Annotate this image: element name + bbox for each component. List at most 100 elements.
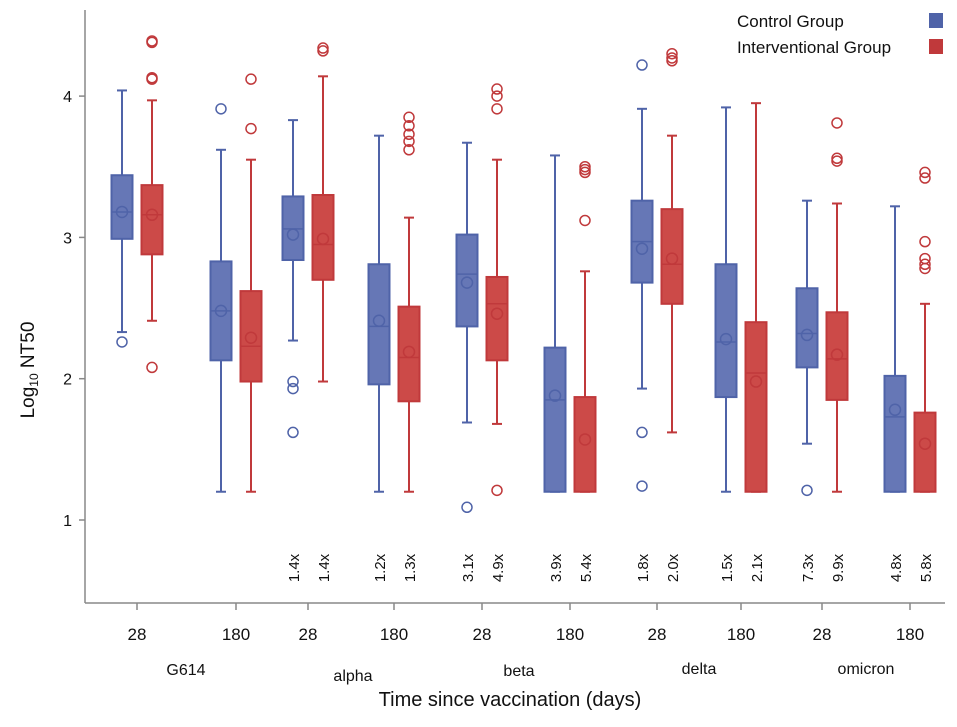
interventional-box-G614-28 <box>140 35 164 374</box>
interventional-box-beta-180-mean-marker <box>578 433 592 446</box>
y-axis-label-rest: NT50 <box>18 322 39 374</box>
control-box-beta-28-mean-marker <box>460 276 474 289</box>
fold-change-label: 4.8x <box>888 553 905 582</box>
y-axis-label: Log10 NT50 <box>18 322 41 419</box>
control-box-alpha-180-iqr-box <box>367 263 391 386</box>
fold-labels: 1.4x 1.4x 1.2x 1.3x 3.1x 4.9x 3.9x 5.4x 1.8x 2.0x… <box>286 553 935 582</box>
interventional-box-alpha-180 <box>397 111 421 493</box>
interventional-box-alpha-180-outlier-point <box>403 128 415 141</box>
x-tick-label: 28 <box>128 625 147 644</box>
interventional-box-delta-180 <box>744 102 768 493</box>
control-box-beta-28-outlier-point <box>461 501 473 514</box>
fold-change-label: 7.3x <box>800 553 817 582</box>
control-box-beta-180 <box>543 154 567 493</box>
interventional-box-delta-28-mean-marker <box>665 252 679 265</box>
interventional-box-omicron-28 <box>825 117 849 493</box>
control-box-delta-180-mean-marker <box>719 332 733 346</box>
fold-change-label: 2.0x <box>665 553 682 582</box>
interventional-box-omicron-180-outlier-point <box>919 252 931 265</box>
x-tick-label: 28 <box>473 625 492 644</box>
interventional-box-delta-28-outlier-point <box>666 52 678 64</box>
interventional-box-alpha-180-outlier-point <box>403 111 415 124</box>
interventional-box-beta-180-outlier-point <box>579 214 591 227</box>
x-tick-label: 28 <box>648 625 667 644</box>
control-box-omicron-28-iqr-box <box>795 287 819 369</box>
control-box-omicron-180-mean-marker <box>888 403 902 417</box>
control-box-omicron-28-mean-marker <box>800 328 814 342</box>
fold-change-label: 1.5x <box>719 553 736 582</box>
interventional-box-beta-28 <box>485 83 509 497</box>
x-tick-label: 28 <box>813 625 832 644</box>
variant-label-alpha: alpha <box>333 668 372 685</box>
interventional-box-beta-28-outlier-point <box>491 90 503 102</box>
interventional-box-G614-28-mean-marker <box>145 208 159 222</box>
interventional-box-alpha-28-iqr-box <box>311 194 335 281</box>
interventional-box-delta-28-outlier-point <box>666 47 678 60</box>
control-box-alpha-28-outlier-point <box>287 375 299 388</box>
x-axis-label: Time since vaccination (days) <box>379 689 642 711</box>
interventional-box-delta-180-mean-marker <box>749 375 763 388</box>
fold-change-label: 1.2x <box>372 553 389 582</box>
control-box-G614-28 <box>110 89 134 348</box>
interventional-box-delta-28 <box>660 47 684 434</box>
control-box-beta-180-mean-marker <box>548 389 562 402</box>
control-box-delta-28 <box>630 59 654 492</box>
control-box-omicron-28 <box>795 199 819 497</box>
interventional-box-alpha-28 <box>311 42 335 383</box>
control-box-omicron-180-iqr-box <box>883 374 907 493</box>
legend-label: Interventional Group <box>737 38 891 57</box>
control-box-G614-28-outlier-point <box>116 336 128 348</box>
interventional-box-alpha-180-outlier-point <box>403 120 415 132</box>
interventional-box-omicron-180-outlier-point <box>919 172 931 184</box>
variant-labels: G614 alpha beta delta omicron <box>166 661 894 685</box>
interventional-box-G614-180-iqr-box <box>239 290 263 383</box>
legend-swatch <box>929 39 943 54</box>
control-box-omicron-180 <box>883 205 907 493</box>
control-box-omicron-28-outlier-point <box>801 484 813 497</box>
interventional-box-omicron-28-outlier-point <box>831 117 843 129</box>
interventional-box-G614-28-outlier-point <box>146 71 158 84</box>
y-ticks: 1 2 3 4 <box>63 89 85 530</box>
y-tick-label: 1 <box>63 513 72 530</box>
fold-change-label: 1.8x <box>635 553 652 582</box>
x-tick-label: 180 <box>896 625 924 644</box>
control-box-delta-28-outlier-point <box>636 480 648 492</box>
control-box-delta-180-iqr-box <box>714 263 738 399</box>
interventional-box-delta-180-iqr-box <box>744 321 768 493</box>
interventional-box-beta-28-mean-marker <box>490 307 504 320</box>
fold-change-label: 3.1x <box>460 553 477 582</box>
variant-label-omicron: omicron <box>838 661 895 678</box>
control-box-beta-180-iqr-box <box>543 346 567 493</box>
fold-change-label: 1.4x <box>286 553 303 582</box>
interventional-box-omicron-180-outlier-point <box>919 258 931 270</box>
control-box-delta-180 <box>714 106 738 493</box>
y-axis-label-subscript: 10 <box>27 373 41 387</box>
interventional-box-alpha-180-mean-marker <box>402 345 416 359</box>
control-box-delta-28-outlier-point <box>636 59 648 71</box>
fold-change-label: 5.4x <box>578 553 595 582</box>
interventional-box-alpha-28-outlier-point <box>317 42 329 54</box>
interventional-box-omicron-180-mean-marker <box>918 437 932 450</box>
variant-label-G614: G614 <box>166 662 205 679</box>
interventional-box-omicron-180-outlier-point <box>919 166 931 179</box>
interventional-box-G614-28-outlier-point <box>146 361 158 374</box>
axes <box>84 10 945 604</box>
interventional-box-omicron-28-iqr-box <box>825 311 849 401</box>
interventional-box-G614-180 <box>239 73 263 493</box>
boxes <box>110 35 937 514</box>
x-tick-label: 180 <box>556 625 584 644</box>
x-tick-label: 28 <box>299 625 318 644</box>
fold-change-label: 9.9x <box>830 553 847 582</box>
legend: Control Group Interventional Group <box>737 12 943 57</box>
fold-change-label: 1.4x <box>316 553 333 582</box>
control-box-beta-28 <box>455 141 479 514</box>
interventional-box-omicron-180 <box>913 166 937 493</box>
control-box-alpha-28-outlier-point <box>287 382 299 395</box>
interventional-box-G614-180-outlier-point <box>245 122 257 135</box>
interventional-box-omicron-28-outlier-point <box>831 152 843 165</box>
x-ticks: 28 180 28 180 28 180 28 180 28 180 <box>128 603 924 644</box>
control-box-beta-28-iqr-box <box>455 233 479 328</box>
interventional-box-alpha-28-mean-marker <box>316 232 330 246</box>
interventional-box-beta-28-outlier-point <box>491 103 503 115</box>
